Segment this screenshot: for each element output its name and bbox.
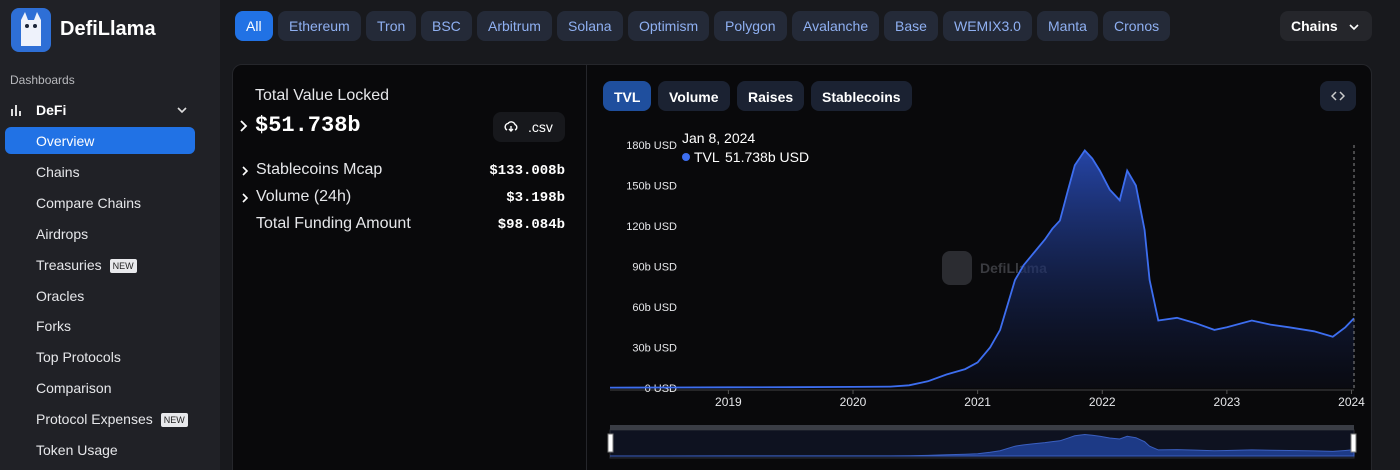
- nav-label: Oracles: [36, 287, 85, 304]
- chart-tab[interactable]: Raises: [737, 81, 804, 111]
- watermark-icon: [942, 251, 972, 285]
- nav-item[interactable]: Overview: [5, 127, 195, 154]
- csv-label: .csv: [528, 119, 553, 135]
- chain-select[interactable]: Chains: [1280, 11, 1372, 41]
- brush-bar: [610, 425, 1354, 430]
- chart-tab[interactable]: TVL: [603, 81, 651, 111]
- embed-button[interactable]: [1320, 81, 1356, 111]
- tooltip-value: 51.738b USD: [725, 149, 809, 165]
- brush-handle: [1350, 433, 1357, 453]
- nav-item[interactable]: Top Protocols: [5, 343, 195, 370]
- chain-tab[interactable]: Optimism: [628, 11, 709, 41]
- nav-group[interactable]: DeFi: [36, 102, 67, 118]
- x-tick-label: 2022: [1089, 395, 1116, 409]
- stat-value: $51.738b: [255, 113, 361, 138]
- overview-panel: [232, 64, 1372, 470]
- x-tick-label: 2021: [964, 395, 991, 409]
- nav-label: Chains: [36, 163, 80, 180]
- nav-label: Top Protocols: [36, 349, 121, 366]
- nav-label: Overview: [36, 133, 95, 149]
- select-label: Chains: [1291, 18, 1338, 34]
- chain-tab[interactable]: Tron: [366, 11, 416, 41]
- nav-badge: NEW: [109, 258, 137, 273]
- chain-tab[interactable]: Base: [884, 11, 938, 41]
- nav-badge: NEW: [160, 413, 188, 428]
- expand-icon[interactable]: [240, 191, 250, 205]
- y-tick-label: 90b USD: [632, 262, 677, 274]
- chain-tab[interactable]: Polygon: [714, 11, 787, 41]
- stat-label: Total Funding Amount: [256, 215, 411, 232]
- y-tick-label: 60b USD: [632, 302, 677, 314]
- tooltip-series: TVL: [694, 149, 720, 165]
- nav-label: Protocol Expenses: [36, 411, 153, 428]
- chart-icon: [11, 105, 21, 116]
- tvl-area: [610, 150, 1354, 388]
- chevron: [177, 107, 187, 114]
- y-tick-label: 180b USD: [626, 140, 677, 152]
- expand-icon[interactable]: [238, 118, 250, 134]
- nav-item[interactable]: Chains: [5, 158, 195, 185]
- nav-item[interactable]: Treasuries NEW: [5, 251, 195, 278]
- nav-label: Airdrops: [36, 225, 89, 242]
- section-label: Dashboards: [10, 73, 75, 87]
- logo-text: DefiLlama: [60, 18, 156, 40]
- divider: [586, 64, 587, 470]
- chart-tab[interactable]: Stablecoins: [811, 81, 912, 111]
- chain-tab[interactable]: Arbitrum: [477, 11, 552, 41]
- chevron: [1349, 24, 1359, 31]
- y-tick-label: 30b USD: [632, 343, 677, 355]
- logo-icon: [11, 8, 51, 52]
- chain-tab[interactable]: BSC: [421, 11, 472, 41]
- nav-item[interactable]: Protocol Expenses NEW: [5, 405, 195, 432]
- stat-title: Total Value Locked: [255, 87, 390, 104]
- chain-tab[interactable]: All: [235, 11, 273, 41]
- chart-tab[interactable]: Volume: [658, 81, 730, 111]
- y-tick-label: 120b USD: [626, 221, 677, 233]
- brush-handle: [607, 433, 614, 453]
- brush-area: [610, 433, 1355, 457]
- chain-tab[interactable]: WEMIX3.0: [943, 11, 1032, 41]
- nav-item[interactable]: Oracles: [5, 282, 195, 309]
- stat-value: $3.198b: [506, 190, 565, 206]
- nav-label: Treasuries: [36, 256, 102, 273]
- stat-label: Volume (24h): [256, 188, 352, 205]
- code-icon: [1331, 91, 1345, 101]
- nav-label: Comparison: [36, 380, 112, 397]
- y-tick-label: 0 USD: [645, 383, 677, 395]
- x-tick-label: 2024: [1338, 395, 1365, 409]
- x-tick-label: 2020: [840, 395, 867, 409]
- nav-item[interactable]: Token Usage: [5, 436, 195, 463]
- chain-tab[interactable]: Ethereum: [278, 11, 361, 41]
- sidebar: DefiLlama Dashboards DeFi Overview Chains…: [0, 0, 220, 470]
- stat-label: Stablecoins Mcap: [256, 161, 383, 178]
- expand-icon[interactable]: [240, 164, 250, 178]
- tvl-line: [609, 148, 1355, 389]
- nav-item[interactable]: Airdrops: [5, 220, 195, 247]
- nav-item[interactable]: Comparison: [5, 374, 195, 401]
- nav-item[interactable]: Forks: [5, 312, 195, 339]
- stat-value: $133.008b: [489, 163, 565, 179]
- tooltip-date: Jan 8, 2024: [682, 130, 755, 146]
- nav-label: Forks: [36, 318, 71, 335]
- chain-tab[interactable]: Cronos: [1103, 11, 1170, 41]
- nav-item[interactable]: Compare Chains: [5, 189, 195, 216]
- csv-button[interactable]: .csv: [493, 112, 565, 142]
- chain-tab[interactable]: Manta: [1037, 11, 1098, 41]
- download-icon: [504, 121, 518, 132]
- x-tick-label: 2019: [715, 395, 742, 409]
- tooltip-swatch: [682, 153, 690, 161]
- stat-value: $98.084b: [497, 217, 565, 233]
- y-tick-label: 150b USD: [626, 181, 677, 193]
- chain-tab[interactable]: Avalanche: [792, 11, 879, 41]
- chain-tab[interactable]: Solana: [557, 11, 623, 41]
- x-tick-label: 2023: [1214, 395, 1241, 409]
- nav-label: Compare Chains: [36, 194, 142, 211]
- nav-label: Token Usage: [36, 442, 118, 458]
